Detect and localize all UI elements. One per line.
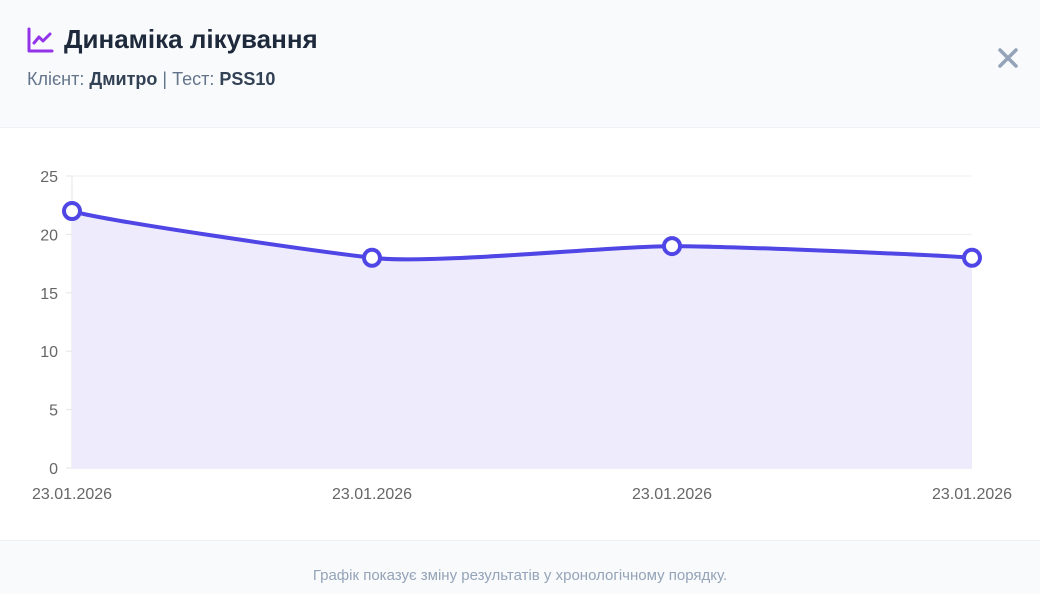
modal-footer: Графік показує зміну результатів у хроно… bbox=[0, 540, 1040, 594]
y-tick-label: 20 bbox=[40, 227, 58, 244]
x-tick-label: 23.01.2026 bbox=[32, 486, 112, 503]
line-chart: 0 5 10 15 20 25 23.01.2026 23.01.2026 23.01.2026… bbox=[32, 169, 1012, 503]
client-label: Клієнт: bbox=[27, 69, 85, 89]
separator: | bbox=[162, 69, 168, 89]
series-line bbox=[71, 209, 973, 262]
area-fill bbox=[72, 211, 972, 469]
y-tick-label: 0 bbox=[49, 461, 58, 478]
y-tick-label: 10 bbox=[40, 344, 58, 361]
close-icon[interactable] bbox=[994, 44, 1022, 72]
data-point bbox=[662, 236, 682, 257]
y-tick-label: 15 bbox=[40, 286, 58, 303]
x-tick-label: 23.01.2026 bbox=[932, 486, 1012, 503]
footer-note: Графік показує зміну результатів у хроно… bbox=[312, 567, 728, 584]
data-point bbox=[362, 247, 382, 268]
client-name: Дмитро bbox=[89, 69, 158, 89]
modal-title: Динаміка лікування bbox=[26, 24, 318, 55]
x-tick-label: 23.01.2026 bbox=[632, 486, 712, 503]
test-name: PSS10 bbox=[219, 69, 276, 89]
modal-header: Динаміка лікування Клієнт: Дмитро | Тест… bbox=[0, 0, 1040, 128]
title-text: Динаміка лікування bbox=[64, 24, 318, 54]
y-tick-label: 5 bbox=[49, 403, 58, 420]
data-point bbox=[962, 247, 982, 268]
subtitle: Клієнт: Дмитро | Тест: PSS10 bbox=[27, 69, 275, 90]
data-point bbox=[62, 201, 82, 222]
chart-line-icon bbox=[27, 27, 54, 52]
test-label: Тест: bbox=[172, 69, 215, 89]
x-tick-label: 23.01.2026 bbox=[332, 486, 412, 503]
y-tick-label: 25 bbox=[40, 169, 58, 186]
